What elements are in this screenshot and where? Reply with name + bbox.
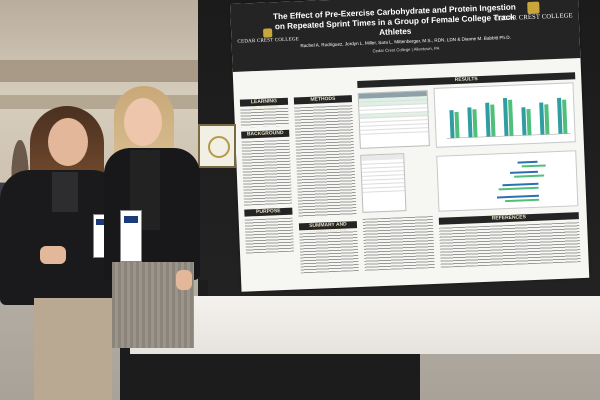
face <box>124 98 162 146</box>
name-badge <box>120 210 142 262</box>
section-text <box>294 105 357 218</box>
section-text <box>244 217 294 254</box>
wall-band <box>0 60 230 82</box>
section-text <box>362 216 435 271</box>
section-background: BACKGROUND <box>241 129 290 139</box>
shirt <box>52 172 78 212</box>
hand <box>40 246 66 264</box>
framed-certificate <box>198 124 236 168</box>
results-table-2 <box>360 153 407 213</box>
section-purpose: PURPOSE <box>244 207 293 217</box>
section-text <box>240 107 289 128</box>
table-cloth <box>130 296 600 354</box>
college-logo-text: CEDAR CREST COLLEGE <box>493 12 573 23</box>
wall-band <box>0 95 230 109</box>
research-poster: CEDAR CREST COLLEGE The Effect of Pre-Ex… <box>230 0 590 292</box>
section-text <box>241 139 293 206</box>
face <box>48 118 88 166</box>
section-learning-objective: LEARNING OBJECTIVE <box>239 97 289 112</box>
trousers <box>34 298 112 400</box>
college-logo-right: CEDAR CREST COLLEGE <box>493 0 573 23</box>
results-table <box>357 90 430 149</box>
college-seal-icon <box>526 1 540 15</box>
section-text <box>299 231 359 274</box>
hand <box>176 270 192 290</box>
results-bar-chart <box>433 82 576 148</box>
results-hbar-chart <box>436 150 579 212</box>
hbar-chart-graphic <box>496 160 546 203</box>
section-text <box>439 222 581 268</box>
section-summary: SUMMARY AND CONCLUSIONS <box>298 221 358 236</box>
bar-chart-graphic <box>446 97 571 139</box>
poster-header: CEDAR CREST COLLEGE The Effect of Pre-Ex… <box>230 0 581 72</box>
section-methods: METHODS <box>293 95 353 105</box>
